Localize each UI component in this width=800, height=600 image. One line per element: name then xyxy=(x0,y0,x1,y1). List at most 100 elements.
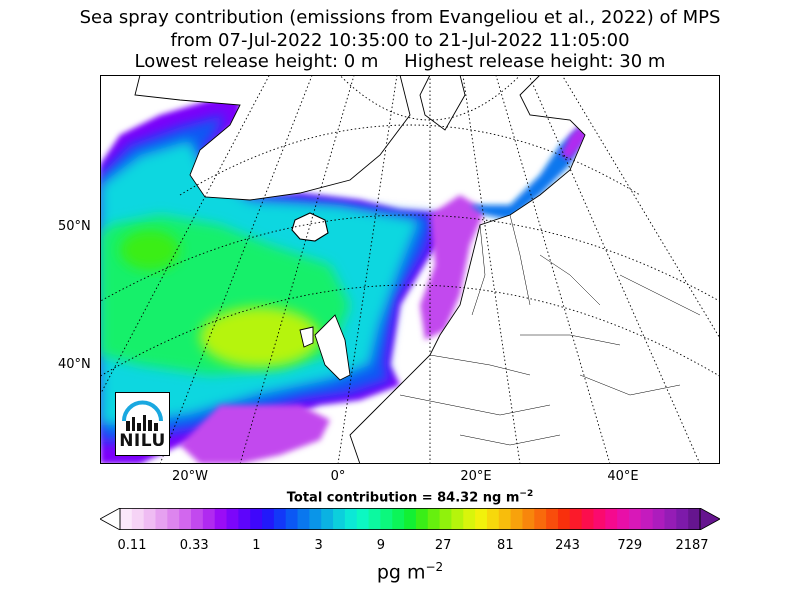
lat-label-40n: 40°N xyxy=(58,357,91,372)
total-contribution-text: Total contribution = 84.32 ng m xyxy=(286,490,520,506)
colorbar-bin xyxy=(250,508,263,530)
total-contribution-exponent: −2 xyxy=(519,489,534,499)
meridian-20w xyxy=(159,75,313,464)
colorbar-unit-text: pg m xyxy=(376,561,426,584)
colorbar-bin xyxy=(593,508,606,530)
colorbar-tick-label: 2187 xyxy=(675,538,709,553)
colorbar-bin xyxy=(368,508,381,530)
highest-release-height: Highest release height: 30 m xyxy=(404,51,666,72)
lon-label-0: 0° xyxy=(330,469,346,484)
colorbar-tick-label: 1 xyxy=(252,538,261,553)
title-line-3: Lowest release height: 0 m Highest relea… xyxy=(0,52,800,72)
lon-label-20w: 20°W xyxy=(172,469,208,484)
colorbar-bin xyxy=(486,508,500,530)
colorbar-bin xyxy=(475,508,488,530)
meridian-30e xyxy=(495,75,611,464)
svalbard-landmass xyxy=(419,75,466,131)
colorbar-bin xyxy=(427,508,441,530)
colorbar-bin xyxy=(333,508,346,530)
colorbar-bin xyxy=(617,508,630,530)
colorbar-bin xyxy=(238,508,251,530)
colorbar-bin xyxy=(510,508,523,530)
colorbar-bin xyxy=(498,508,512,530)
colorbar-bin xyxy=(120,508,133,530)
meridian-30w xyxy=(100,75,270,396)
colorbar-frame xyxy=(119,508,701,530)
title-line-1: Sea spray contribution (emissions from E… xyxy=(79,7,721,28)
colorbar-bin xyxy=(167,508,180,530)
colorbar-bin xyxy=(404,508,417,530)
colorbar-tick-label: 81 xyxy=(497,538,514,553)
latitude-line-60 xyxy=(100,214,720,302)
colorbar-bin xyxy=(392,508,405,530)
meridian-10w xyxy=(239,75,355,464)
colorbar-tick-label: 243 xyxy=(555,538,580,553)
baltic-field xyxy=(420,195,485,340)
colorbar-bin xyxy=(688,508,701,530)
scandinavia-landmass xyxy=(349,75,720,464)
colorbar-tick-label: 729 xyxy=(617,538,643,553)
graticule xyxy=(100,75,720,464)
colorbar-bin xyxy=(581,508,594,530)
latitude-line-50 xyxy=(100,284,720,377)
colorbar-bin xyxy=(676,508,689,530)
meridian-50e xyxy=(561,75,720,340)
country-borders xyxy=(399,214,701,446)
colorbar-bin xyxy=(309,508,322,530)
meridian-0 xyxy=(337,75,398,464)
title-line-2: from 07-Jul-2022 10:35:00 to 21-Jul-2022… xyxy=(170,30,630,51)
colorbar-bin xyxy=(557,508,571,530)
map-frame xyxy=(100,75,720,464)
colorbar-bin xyxy=(451,508,464,530)
colorbar-tick-label: 0.11 xyxy=(117,538,147,553)
colorbar-tick-label: 9 xyxy=(376,538,386,553)
lon-label-40e: 40°E xyxy=(607,469,639,484)
colorbar-bin xyxy=(273,508,287,530)
meridian-20e xyxy=(462,75,521,464)
lon-label-20e: 20°E xyxy=(460,469,492,484)
colorbar-tick-label: 0.33 xyxy=(179,538,209,553)
colorbar-bin xyxy=(439,508,452,530)
colorbar-bin xyxy=(202,508,216,530)
colorbar-bin xyxy=(285,508,299,530)
colorbar-tick-label: 3 xyxy=(314,538,323,553)
map-plot xyxy=(100,75,720,464)
nilu-logo-text: NILU xyxy=(119,431,166,451)
colorbar-bin xyxy=(321,508,334,530)
colorbar-bin xyxy=(356,508,370,530)
colorbar-bin xyxy=(131,508,145,530)
colorbar-unit: pg m−2 xyxy=(0,560,800,583)
total-contribution: Total contribution = 84.32 ng m−2 xyxy=(0,489,800,505)
colorbar-bin xyxy=(214,508,228,530)
colorbar-bin xyxy=(179,508,192,530)
nilu-logo-icon xyxy=(122,400,163,431)
colorbar-unit-exponent: −2 xyxy=(425,560,444,574)
british-isles-landmass xyxy=(299,314,351,381)
colorbar-max-extend xyxy=(699,508,720,530)
meridian-40e xyxy=(528,75,701,464)
colorbar-bin xyxy=(155,508,168,530)
colorbar-bin xyxy=(522,508,535,530)
colorbar-bin xyxy=(664,508,677,530)
colorbar-bin xyxy=(605,508,618,530)
colorbar-bin xyxy=(463,508,476,530)
ocean-green-core xyxy=(120,230,180,270)
colorbar-bin xyxy=(143,508,157,530)
sea-spray-field xyxy=(100,95,590,464)
ocean-yellow-core xyxy=(200,307,320,367)
colorbar xyxy=(100,508,720,530)
colorbar-min-extend xyxy=(100,508,121,530)
colorbar-bin xyxy=(652,508,665,530)
colorbar-bin xyxy=(344,508,358,530)
land xyxy=(134,75,720,464)
colorbar-bin xyxy=(569,508,583,530)
colorbar-bin xyxy=(628,508,642,530)
iceland-landmass xyxy=(291,212,329,242)
colorbar-bin xyxy=(262,508,275,530)
colorbar-bin xyxy=(226,508,239,530)
bay-biscay-purple xyxy=(180,405,330,464)
nilu-logo: NILU xyxy=(115,392,170,456)
barents-purple xyxy=(560,125,590,160)
lowest-release-height: Lowest release height: 0 m xyxy=(134,51,379,72)
lat-label-50n: 50°N xyxy=(58,219,91,234)
